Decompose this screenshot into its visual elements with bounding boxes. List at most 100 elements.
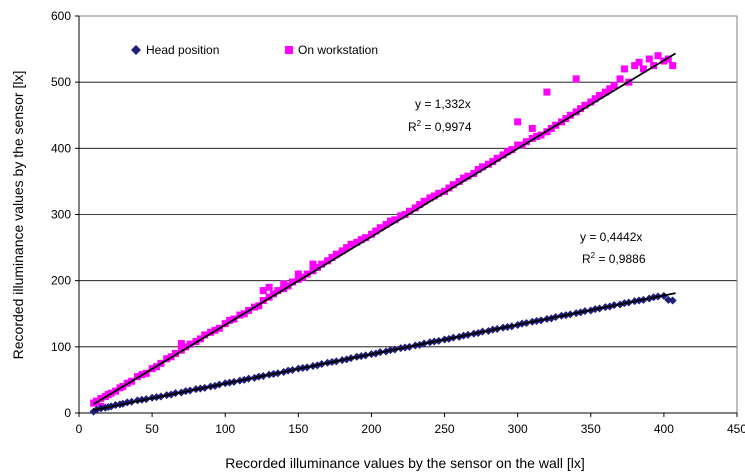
point-workstation (606, 85, 614, 93)
point-workstation (401, 211, 409, 218)
point-workstation (620, 65, 628, 73)
point-workstation (514, 118, 522, 126)
y-tick-label-0: 0 (64, 406, 71, 420)
point-workstation (405, 207, 413, 215)
point-workstation (445, 184, 453, 192)
x-tick-label-350: 350 (581, 422, 601, 436)
annotation-workstation: y = 1,332x R2 = 0,9974 (408, 97, 472, 134)
equation-workstation: y = 1,332x (415, 97, 471, 111)
annotation-head: y = 0,4442x R2 = 0,9886 (580, 230, 646, 266)
point-workstation (177, 340, 185, 348)
point-workstation (441, 187, 449, 195)
point-workstation (411, 204, 419, 212)
point-workstation (654, 52, 662, 60)
x-tick-label-150: 150 (288, 422, 308, 436)
point-workstation (382, 220, 390, 228)
point-workstation (645, 55, 653, 63)
point-workstation (416, 201, 424, 209)
point-workstation (591, 95, 599, 103)
point-workstation (601, 88, 609, 96)
point-workstation (93, 397, 101, 405)
x-tick-label-0: 0 (76, 422, 83, 436)
y-tick-label-500: 500 (51, 75, 71, 89)
trendline-head (93, 292, 676, 411)
point-workstation (610, 81, 618, 89)
point-workstation (332, 250, 340, 258)
point-workstation (309, 267, 317, 275)
point-workstation (449, 181, 457, 189)
x-tick-label-50: 50 (145, 422, 159, 436)
point-workstation (386, 217, 394, 225)
trendlines (93, 52, 677, 411)
x-tick-label-450: 450 (727, 422, 745, 436)
point-workstation (324, 257, 332, 265)
point-workstation (288, 278, 296, 286)
point-workstation (616, 75, 624, 83)
legend: Head position On workstation (131, 43, 378, 57)
point-workstation (309, 260, 317, 268)
point-workstation (269, 290, 277, 298)
y-tick-label-600: 600 (51, 9, 71, 23)
point-workstation (460, 174, 468, 182)
point-workstation (566, 111, 574, 119)
point-workstation (172, 349, 180, 357)
x-tick-label-200: 200 (361, 422, 381, 436)
trendline-workstation (93, 52, 677, 405)
point-workstation (430, 192, 438, 200)
point-workstation (201, 331, 209, 339)
x-axis-title: Recorded illuminance values by the senso… (225, 455, 585, 471)
y-tick-labels: 0 100 200 300 400 500 600 (51, 9, 79, 420)
point-workstation (587, 98, 595, 106)
point-workstation (259, 297, 267, 305)
point-workstation (328, 254, 336, 262)
point-workstation (635, 58, 643, 66)
point-workstation (265, 283, 273, 291)
point-workstation (347, 240, 355, 248)
point-workstation (596, 91, 604, 99)
point-workstation (372, 227, 380, 235)
r2-workstation: R2 = 0,9974 (408, 119, 472, 134)
point-workstation (221, 320, 229, 328)
point-workstation (303, 270, 311, 278)
x-tick-label-400: 400 (654, 422, 674, 436)
point-workstation (255, 302, 263, 310)
x-tick-labels: 0 50 100 150 200 250 300 350 400 450 (76, 413, 745, 436)
point-workstation (664, 55, 672, 63)
point-workstation (474, 166, 482, 174)
point-workstation (391, 216, 399, 224)
point-workstation (489, 158, 497, 166)
point-workstation (226, 316, 234, 324)
point-workstation (631, 62, 639, 70)
equation-head: y = 0,4442x (580, 230, 642, 244)
point-workstation (294, 275, 302, 283)
y-tick-label-400: 400 (51, 141, 71, 155)
point-workstation (186, 340, 194, 348)
point-workstation (470, 169, 478, 177)
point-workstation (207, 328, 215, 336)
legend-marker-head (131, 45, 141, 55)
point-workstation (362, 234, 370, 242)
point-workstation (435, 189, 443, 197)
point-workstation (97, 394, 105, 402)
point-workstation (493, 154, 501, 162)
point-workstation (572, 75, 580, 83)
y-tick-label-100: 100 (51, 340, 71, 354)
point-workstation (522, 138, 530, 146)
point-workstation (274, 287, 282, 295)
point-workstation (639, 65, 647, 73)
legend-label-workstation: On workstation (298, 43, 378, 57)
point-workstation (581, 101, 589, 109)
y-tick-label-300: 300 (51, 208, 71, 222)
point-workstation (514, 141, 522, 149)
point-workstation (528, 124, 536, 132)
point-workstation (397, 212, 405, 220)
point-workstation (543, 88, 551, 96)
point-workstation (338, 247, 346, 255)
point-workstation (455, 177, 463, 185)
point-workstation (280, 280, 288, 288)
point-workstation (318, 260, 326, 268)
point-workstation (503, 148, 511, 156)
x-tick-label-100: 100 (215, 422, 235, 436)
point-head (668, 296, 677, 305)
point-workstation (479, 163, 487, 171)
